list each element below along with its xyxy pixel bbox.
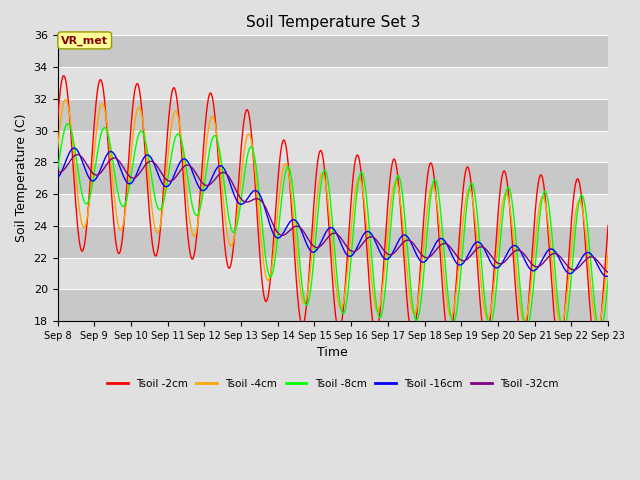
Bar — [58, 99, 608, 131]
Legend: Tsoil -2cm, Tsoil -4cm, Tsoil -8cm, Tsoil -16cm, Tsoil -32cm: Tsoil -2cm, Tsoil -4cm, Tsoil -8cm, Tsoi… — [103, 375, 563, 393]
Y-axis label: Soil Temperature (C): Soil Temperature (C) — [15, 114, 28, 242]
Bar — [58, 258, 608, 289]
Text: VR_met: VR_met — [61, 35, 108, 46]
Bar — [58, 36, 608, 67]
Bar — [58, 289, 608, 321]
Bar — [58, 162, 608, 194]
Title: Soil Temperature Set 3: Soil Temperature Set 3 — [246, 15, 420, 30]
Bar — [58, 194, 608, 226]
Bar — [58, 226, 608, 258]
Bar — [58, 131, 608, 162]
X-axis label: Time: Time — [317, 346, 348, 360]
Bar — [58, 67, 608, 99]
